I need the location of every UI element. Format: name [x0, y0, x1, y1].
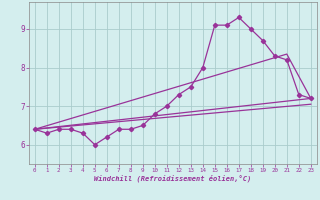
X-axis label: Windchill (Refroidissement éolien,°C): Windchill (Refroidissement éolien,°C)	[94, 175, 252, 182]
